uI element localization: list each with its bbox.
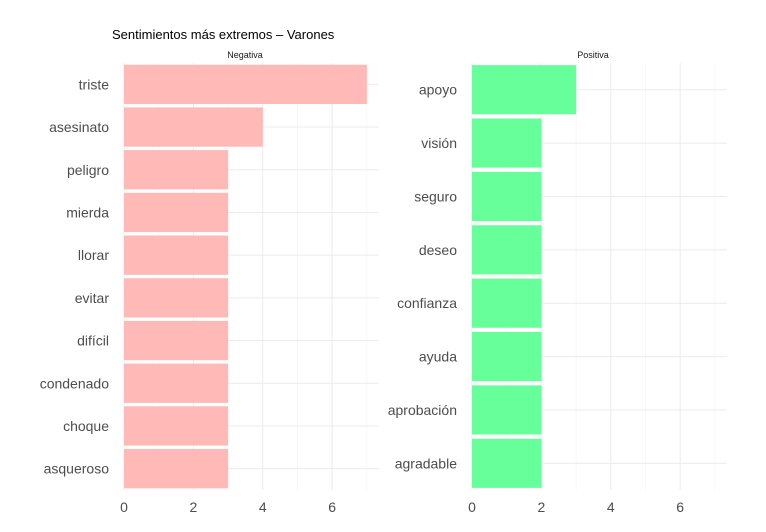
x-tick-label: 0	[468, 499, 476, 515]
category-label: confianza	[397, 295, 457, 311]
category-label: asesinato	[49, 119, 109, 135]
category-label: llorar	[78, 247, 109, 263]
category-label: visión	[421, 135, 457, 151]
bar-ayuda	[472, 332, 542, 382]
bar-agradable	[472, 438, 542, 488]
x-tick-label: 0	[120, 499, 128, 515]
chart-title: Sentimientos más extremos – Varones	[112, 27, 335, 42]
x-tick-label: 4	[259, 499, 267, 515]
facet-label: Positiva	[577, 50, 609, 60]
facet-label: Negativa	[227, 50, 263, 60]
bar-asesinato	[124, 107, 263, 147]
panel-positiva: Positiva apoyo visión seguro deseo confianza a…	[388, 50, 727, 515]
bar-choque	[124, 406, 229, 446]
category-label: apoyo	[419, 82, 457, 98]
category-label: condenado	[40, 375, 110, 391]
category-label: triste	[79, 76, 110, 92]
bar-aprobación	[472, 385, 542, 435]
x-tick-label: 6	[676, 499, 684, 515]
bar-confianza	[472, 278, 542, 328]
category-label: seguro	[414, 188, 457, 204]
bar-llorar	[124, 235, 229, 275]
category-label: aprobación	[388, 402, 457, 418]
bar-visión	[472, 118, 542, 168]
category-label: difícil	[77, 333, 109, 349]
category-label: agradable	[395, 455, 457, 471]
bar-triste	[124, 64, 367, 104]
x-tick-label: 2	[189, 499, 197, 515]
category-label: evitar	[75, 290, 110, 306]
bar-evitar	[124, 278, 229, 318]
bar-peligro	[124, 150, 229, 190]
category-label: mierda	[66, 204, 109, 220]
x-tick-label: 2	[537, 499, 545, 515]
x-tick-label: 6	[328, 499, 336, 515]
category-label: asqueroso	[44, 461, 110, 477]
category-label: deseo	[419, 242, 457, 258]
category-label: choque	[63, 418, 109, 434]
bar-deseo	[472, 225, 542, 275]
x-tick-label: 4	[607, 499, 615, 515]
bar-mierda	[124, 192, 229, 233]
bar-asqueroso	[124, 449, 229, 489]
bar-difícil	[124, 320, 229, 361]
bar-apoyo	[472, 65, 577, 115]
category-label: peligro	[67, 162, 109, 178]
bar-seguro	[472, 171, 542, 221]
category-label: ayuda	[419, 349, 457, 365]
panel-negativa: Negativa triste asesinato peligro mierda llor…	[40, 50, 379, 515]
bar-condenado	[124, 363, 229, 403]
